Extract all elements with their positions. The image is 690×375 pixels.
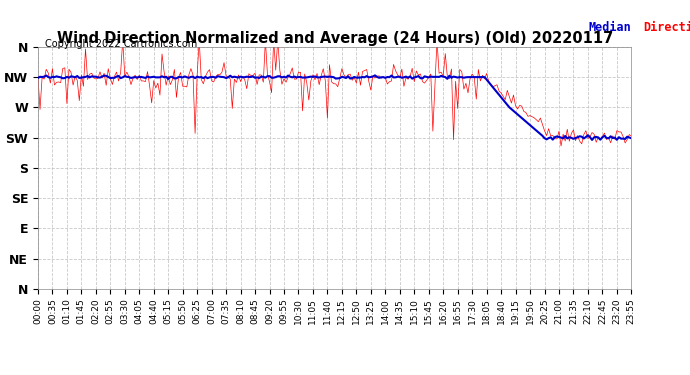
Text: Median: Median: [589, 21, 631, 34]
Title: Wind Direction Normalized and Average (24 Hours) (Old) 20220117: Wind Direction Normalized and Average (2…: [57, 31, 613, 46]
Text: Copyright 2022 Cartronics.com: Copyright 2022 Cartronics.com: [45, 39, 197, 50]
Text: Direction: Direction: [644, 21, 690, 34]
